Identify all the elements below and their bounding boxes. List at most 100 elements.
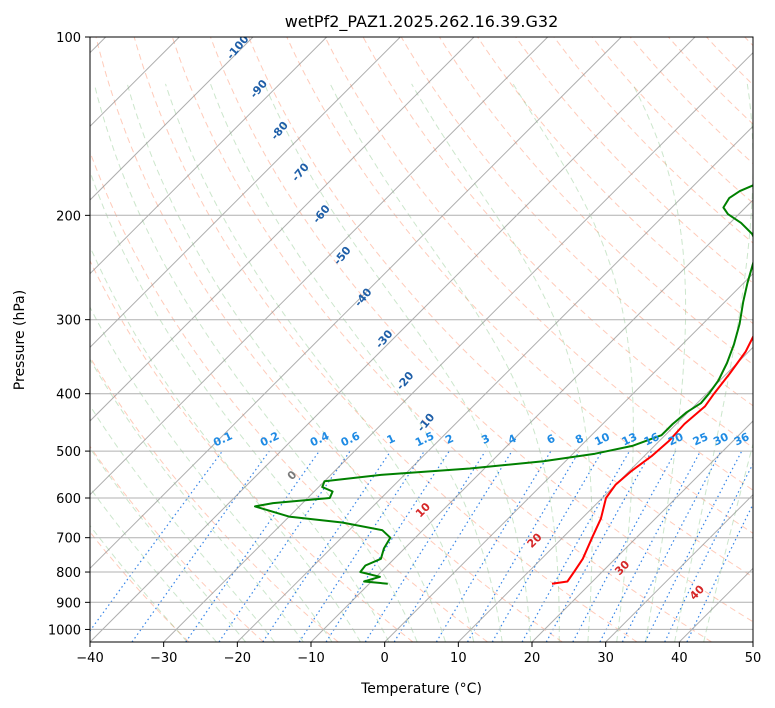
- y-tick-label: 600: [56, 492, 81, 507]
- x-tick-label: 0: [381, 651, 389, 666]
- isotherm: [90, 37, 475, 422]
- isotherm: [90, 37, 549, 496]
- temperature-line: [551, 334, 753, 585]
- mixing-ratio-label: 13: [620, 430, 639, 448]
- moist-adiabat: [90, 487, 217, 642]
- dry-adiabat-label: -60: [310, 202, 333, 226]
- moist-adiabat: [263, 83, 532, 642]
- axes-layer: −40 −30 −20 −10 0 10 20 30 40 50 100 200 300 400 500 60…: [48, 31, 761, 666]
- dry-adiabat-label: -40: [352, 285, 375, 309]
- dry-adiabat-label: -80: [268, 119, 291, 143]
- background-lines: [90, 37, 753, 642]
- mixing-ratio-line: [393, 450, 513, 642]
- dry-adiabat: [324, 37, 753, 491]
- dry-adiabat: [591, 37, 753, 204]
- mixing-ratio-line: [466, 450, 580, 642]
- mixing-ratio-label: 0.1: [211, 429, 234, 449]
- mixing-ratio-label: 0.4: [308, 429, 331, 449]
- dry-adiabat: [90, 445, 264, 642]
- isotherm: [531, 420, 753, 642]
- mixing-ratio-line: [572, 450, 677, 642]
- moist-adiabat: [165, 83, 475, 642]
- mixing-ratio-label: 10: [593, 430, 613, 448]
- mixing-ratio-line: [491, 450, 603, 642]
- isotherm: [90, 37, 328, 275]
- moist-adiabat-label: 40: [687, 582, 707, 602]
- isotherm: [163, 51, 753, 642]
- dry-adiabat-label: -20: [394, 369, 417, 393]
- dry-adiabat: [248, 37, 753, 578]
- x-tick-label: 20: [524, 651, 541, 666]
- y-tick-label: 200: [56, 209, 81, 224]
- y-tick-label: 400: [56, 388, 81, 403]
- mixing-ratio-label: 36: [732, 430, 752, 448]
- moist-adiabat: [90, 245, 361, 642]
- mixing-ratio-line: [664, 462, 753, 642]
- x-tick-label: 10: [450, 651, 467, 666]
- moist-adiabat-label: 30: [612, 558, 632, 578]
- moist-adiabat: [126, 83, 446, 642]
- mixing-ratio-line: [298, 450, 425, 642]
- mixing-ratio-label: 0.2: [258, 429, 281, 449]
- series-layer: [254, 184, 753, 585]
- x-axis-label: Temperature (°C): [360, 681, 482, 697]
- mixing-ratio-line: [599, 450, 702, 642]
- dry-adiabat: [400, 37, 753, 407]
- isotherm: [90, 37, 401, 349]
- dry-adiabat: [515, 37, 753, 284]
- moist-adiabat: [90, 170, 390, 642]
- isotherm: [457, 346, 753, 642]
- dry-adiabat: [744, 37, 753, 47]
- x-tick-label: 40: [671, 651, 688, 666]
- isotherm: [90, 37, 622, 570]
- moist-adiabat: [210, 83, 503, 642]
- mixing-ratio-line: [364, 450, 486, 642]
- chart-title: wetPf2_PAZ1.2025.262.16.39.G32: [285, 12, 559, 32]
- mixing-ratio-label: 20: [666, 430, 686, 448]
- isotherm: [236, 125, 753, 642]
- y-tick-label: 800: [56, 566, 81, 581]
- dry-adiabat-label: -70: [289, 160, 312, 184]
- dry-adiabat: [706, 37, 753, 86]
- mixing-ratio-label: 30: [711, 430, 731, 448]
- mixing-ratio-line: [521, 450, 631, 642]
- moist-adiabat: [329, 83, 560, 642]
- plot-frame: [89, 36, 754, 643]
- mixing-ratio-label: 3: [479, 432, 491, 447]
- mixing-ratio-label: 16: [642, 430, 662, 448]
- mixing-ratio-label: 1: [385, 432, 397, 447]
- dry-adiabat: [171, 37, 712, 642]
- dry-adiabat-label: -50: [331, 244, 354, 268]
- x-tick-label: −20: [224, 651, 251, 666]
- isotherm: [90, 37, 696, 642]
- mixing-ratio-line: [131, 450, 270, 642]
- mixing-ratio-line: [435, 450, 552, 642]
- isotherm: [310, 199, 753, 642]
- dry-adiabat: [90, 531, 190, 642]
- isotherm: [605, 493, 753, 642]
- moist-adiabat: [90, 524, 188, 642]
- y-tick-label: 700: [56, 532, 81, 547]
- dry-adiabat: [90, 259, 414, 642]
- moist-adiabat: [512, 83, 634, 642]
- dry-adiabat: [95, 37, 563, 642]
- x-tick-label: −40: [76, 651, 103, 666]
- moist-adiabat-label: 20: [525, 530, 545, 550]
- x-tick-label: −30: [150, 651, 177, 666]
- moist-adiabat: [90, 447, 246, 642]
- mixing-ratio-label: 2: [443, 432, 455, 447]
- mixing-ratio-label: 8: [573, 432, 585, 447]
- moist-adiabat: [93, 83, 418, 642]
- dry-adiabat: [477, 37, 753, 325]
- y-tick-label: 300: [56, 314, 81, 329]
- y-tick-label: 1000: [48, 623, 81, 638]
- moist-adiabat-label: 10: [413, 500, 433, 520]
- dewpoint-line: [254, 184, 753, 585]
- y-tick-label: 100: [56, 31, 81, 46]
- x-tick-label: 30: [597, 651, 614, 666]
- y-axis-label: Pressure (hPa): [12, 290, 28, 390]
- moist-adiabat: [703, 442, 753, 642]
- mixing-ratio-line: [545, 450, 653, 642]
- isotherm: [384, 272, 753, 642]
